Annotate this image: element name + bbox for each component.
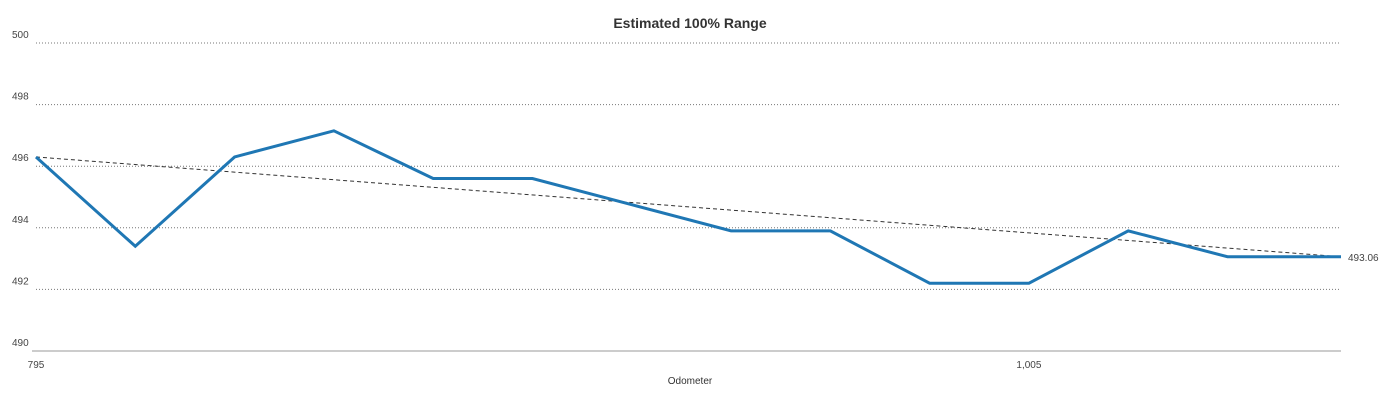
y-tick-label: 490 bbox=[12, 338, 29, 349]
y-axis-ticks: 490 492 494 496 498 500 bbox=[12, 30, 29, 349]
y-tick-label: 500 bbox=[12, 30, 29, 41]
y-tick-label: 494 bbox=[12, 215, 29, 226]
y-tick-label: 498 bbox=[12, 92, 29, 103]
last-value-label: 493.06 bbox=[1348, 253, 1379, 264]
trend-line bbox=[35, 156, 1342, 258]
x-tick-label: 1,005 bbox=[1016, 360, 1041, 371]
series-line bbox=[34, 129, 1341, 285]
x-axis-title: Odometer bbox=[668, 376, 713, 387]
y-tick-label: 496 bbox=[12, 153, 29, 164]
gridlines bbox=[36, 42, 1341, 290]
chart-title: Estimated 100% Range bbox=[613, 15, 766, 31]
x-tick-label: 795 bbox=[28, 360, 45, 371]
x-axis-ticks: 795 1,005 bbox=[28, 360, 1042, 371]
y-tick-label: 492 bbox=[12, 276, 29, 287]
